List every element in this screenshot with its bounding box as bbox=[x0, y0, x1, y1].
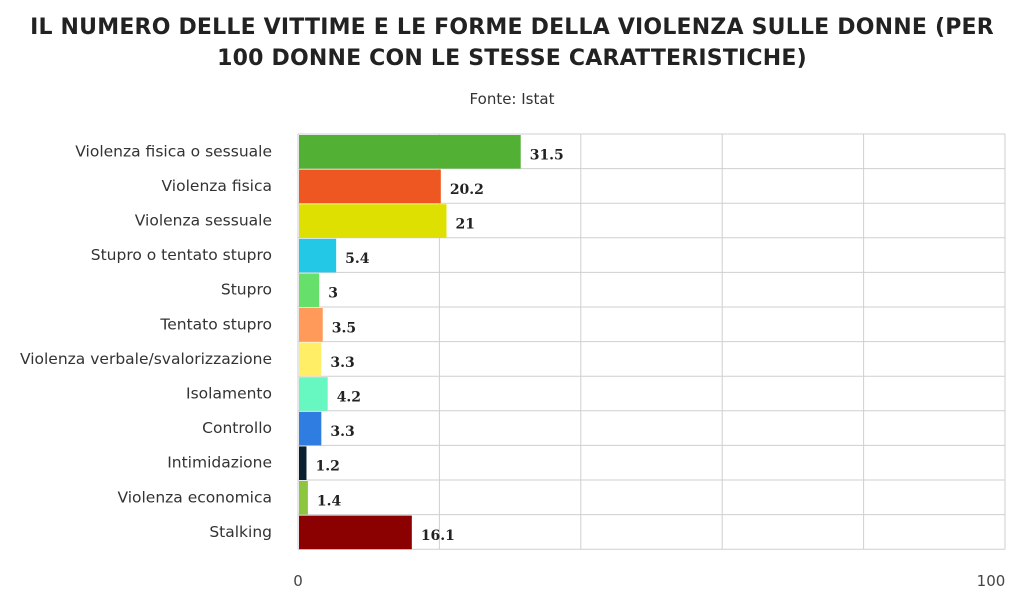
category-label: Stupro o tentato stupro bbox=[91, 246, 272, 264]
bar bbox=[299, 411, 322, 446]
category-label: Violenza verbale/svalorizzazione bbox=[20, 350, 272, 368]
value-label: 31.5 bbox=[530, 147, 564, 163]
bar bbox=[299, 515, 412, 550]
x-tick-label: 100 bbox=[977, 572, 1006, 590]
category-label: Stalking bbox=[209, 523, 272, 541]
value-label: 4.2 bbox=[337, 390, 361, 406]
bars bbox=[299, 135, 521, 550]
value-label: 21 bbox=[455, 217, 474, 233]
value-label: 16.1 bbox=[421, 528, 455, 544]
category-label: Intimidazione bbox=[167, 454, 272, 472]
value-label: 3 bbox=[328, 286, 338, 302]
category-label: Stupro bbox=[221, 281, 272, 299]
grid bbox=[297, 133, 1006, 550]
category-label: Violenza fisica bbox=[162, 177, 272, 195]
value-label: 5.4 bbox=[345, 251, 370, 267]
category-label: Isolamento bbox=[186, 385, 272, 403]
value-label: 3.5 bbox=[332, 320, 356, 336]
bar bbox=[299, 481, 308, 515]
category-label: Controllo bbox=[202, 419, 272, 437]
value-label: 3.3 bbox=[330, 355, 354, 371]
bar bbox=[299, 446, 307, 480]
x-tick-label: 0 bbox=[293, 572, 303, 590]
bar bbox=[299, 135, 521, 169]
category-label: Tentato stupro bbox=[159, 315, 272, 333]
bar bbox=[299, 308, 323, 342]
category-label: Violenza economica bbox=[117, 488, 272, 506]
bar bbox=[299, 238, 337, 273]
bar bbox=[299, 169, 441, 204]
value-label: 1.4 bbox=[317, 493, 342, 509]
category-label: Violenza sessuale bbox=[135, 212, 272, 230]
value-label: 20.2 bbox=[450, 182, 484, 198]
chart-title: IL NUMERO DELLE VITTIME E LE FORME DELLA… bbox=[30, 15, 994, 71]
chart-subtitle: Fonte: Istat bbox=[469, 90, 555, 108]
bar bbox=[299, 377, 328, 411]
bar bbox=[299, 273, 320, 307]
bar bbox=[299, 204, 447, 238]
value-label: 1.2 bbox=[315, 459, 339, 475]
category-label: Violenza fisica o sessuale bbox=[75, 142, 272, 160]
value-label: 3.3 bbox=[330, 424, 354, 440]
labels: Violenza fisica o sessuale 31.5 Violenza f… bbox=[20, 142, 1005, 590]
bar bbox=[299, 342, 322, 377]
